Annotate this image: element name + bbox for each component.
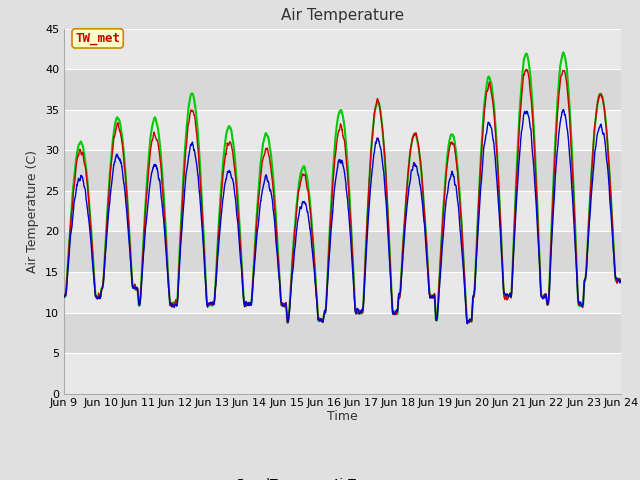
AM25T_PRT bbox=[359, 308, 367, 314]
PanelT bbox=[568, 159, 576, 165]
Text: TW_met: TW_met bbox=[75, 32, 120, 45]
AM25T_PRT bbox=[216, 213, 223, 219]
AM25T_PRT bbox=[559, 49, 567, 55]
AirT bbox=[60, 294, 68, 300]
PanelT bbox=[617, 278, 625, 284]
Bar bbox=[64, 69, 621, 110]
AM25T_PRT bbox=[617, 278, 625, 284]
PanelT bbox=[504, 294, 512, 300]
PanelT bbox=[60, 293, 68, 299]
Bar bbox=[64, 29, 621, 69]
AM25T_PRT bbox=[371, 109, 379, 115]
Bar bbox=[64, 272, 621, 312]
PanelT bbox=[523, 66, 531, 72]
Line: AM25T_PRT: AM25T_PRT bbox=[64, 52, 621, 323]
AirT bbox=[617, 277, 625, 283]
AirT bbox=[463, 321, 471, 326]
PanelT bbox=[216, 222, 223, 228]
AM25T_PRT bbox=[60, 294, 68, 300]
PanelT bbox=[584, 244, 591, 250]
Bar bbox=[64, 353, 621, 394]
AirT bbox=[216, 236, 223, 241]
PanelT bbox=[371, 109, 378, 115]
AM25T_PRT bbox=[584, 243, 591, 249]
Line: AirT: AirT bbox=[64, 110, 621, 324]
PanelT bbox=[358, 310, 366, 316]
Bar bbox=[64, 231, 621, 272]
AM25T_PRT bbox=[284, 320, 291, 325]
AM25T_PRT bbox=[504, 292, 512, 298]
Bar bbox=[64, 110, 621, 150]
Line: PanelT: PanelT bbox=[64, 69, 621, 324]
AM25T_PRT bbox=[568, 150, 576, 156]
AirT bbox=[568, 187, 576, 193]
PanelT bbox=[464, 321, 472, 326]
Bar bbox=[64, 312, 621, 353]
Title: Air Temperature: Air Temperature bbox=[281, 9, 404, 24]
AirT bbox=[371, 147, 378, 153]
AirT bbox=[358, 307, 366, 312]
AirT bbox=[504, 294, 512, 300]
Legend: PanelT, AirT, AM25T_PRT: PanelT, AirT, AM25T_PRT bbox=[196, 473, 488, 480]
Bar bbox=[64, 150, 621, 191]
Bar bbox=[64, 191, 621, 231]
Y-axis label: Air Temperature (C): Air Temperature (C) bbox=[26, 150, 40, 273]
AirT bbox=[584, 248, 591, 253]
X-axis label: Time: Time bbox=[327, 410, 358, 423]
AirT bbox=[560, 107, 568, 113]
